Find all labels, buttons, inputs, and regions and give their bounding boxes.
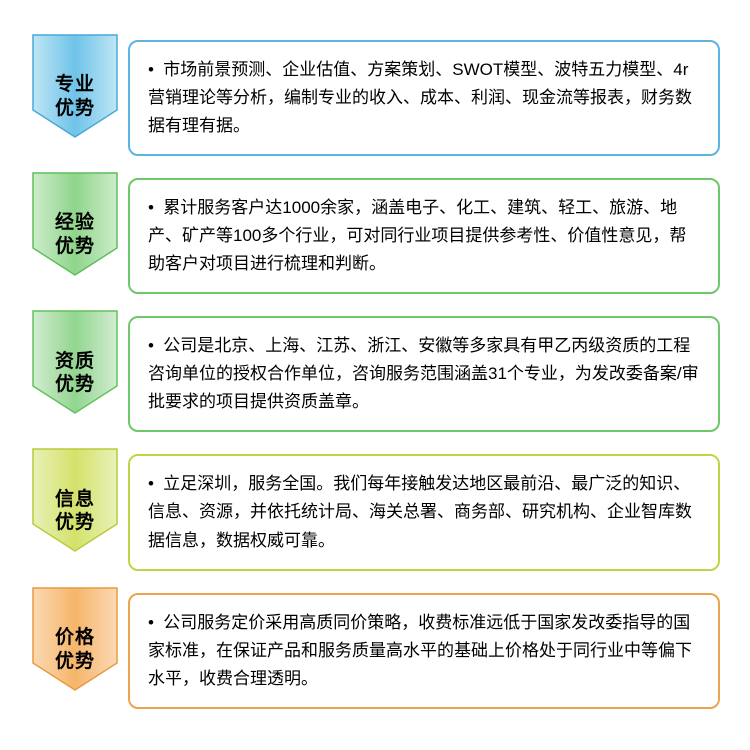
content-text: •累计服务客户达1000余家，涵盖电子、化工、建筑、轻工、旅游、地产、矿产等10… [148, 194, 702, 278]
chevron-information: 信息 优势 [30, 454, 120, 570]
chevron-experience: 经验 优势 [30, 178, 120, 294]
label-line2: 优势 [55, 98, 95, 119]
chevron-professional: 专业 优势 [30, 40, 120, 156]
advantage-row: 经验 优势 •累计服务客户达1000余家，涵盖电子、化工、建筑、轻工、旅游、地产… [30, 178, 720, 294]
label-line2: 优势 [55, 374, 95, 395]
chevron-qualification: 资质 优势 [30, 316, 120, 432]
label-line1: 经验 [55, 212, 95, 233]
chevron-label: 信息 优势 [55, 488, 95, 536]
label-line1: 信息 [55, 489, 95, 510]
advantage-list: 专业 优势 •市场前景预测、企业估值、方案策划、SWOT模型、波特五力模型、4r… [30, 40, 720, 709]
content-text: •公司服务定价采用高质同价策略，收费标准远低于国家发改委指导的国家标准，在保证产… [148, 609, 702, 693]
label-line1: 资质 [55, 351, 95, 372]
advantage-row: 价格 优势 •公司服务定价采用高质同价策略，收费标准远低于国家发改委指导的国家标… [30, 593, 720, 709]
chevron-label: 资质 优势 [55, 350, 95, 398]
label-line2: 优势 [55, 651, 95, 672]
chevron-label: 经验 优势 [55, 211, 95, 259]
content-box: •市场前景预测、企业估值、方案策划、SWOT模型、波特五力模型、4r营销理论等分… [128, 40, 720, 156]
label-line2: 优势 [55, 236, 95, 257]
label-line2: 优势 [55, 512, 95, 533]
content-text: •立足深圳，服务全国。我们每年接触发达地区最前沿、最广泛的知识、信息、资源，并依… [148, 470, 702, 554]
chevron-label: 价格 优势 [55, 626, 95, 674]
advantage-row: 专业 优势 •市场前景预测、企业估值、方案策划、SWOT模型、波特五力模型、4r… [30, 40, 720, 156]
content-text: •市场前景预测、企业估值、方案策划、SWOT模型、波特五力模型、4r营销理论等分… [148, 56, 702, 140]
label-line1: 价格 [55, 627, 95, 648]
chevron-price: 价格 优势 [30, 593, 120, 709]
advantage-row: 资质 优势 •公司是北京、上海、江苏、浙江、安徽等多家具有甲乙丙级资质的工程咨询… [30, 316, 720, 432]
content-text: •公司是北京、上海、江苏、浙江、安徽等多家具有甲乙丙级资质的工程咨询单位的授权合… [148, 332, 702, 416]
content-box: •累计服务客户达1000余家，涵盖电子、化工、建筑、轻工、旅游、地产、矿产等10… [128, 178, 720, 294]
advantage-row: 信息 优势 •立足深圳，服务全国。我们每年接触发达地区最前沿、最广泛的知识、信息… [30, 454, 720, 570]
label-line1: 专业 [55, 74, 95, 95]
content-box: •公司是北京、上海、江苏、浙江、安徽等多家具有甲乙丙级资质的工程咨询单位的授权合… [128, 316, 720, 432]
content-box: •公司服务定价采用高质同价策略，收费标准远低于国家发改委指导的国家标准，在保证产… [128, 593, 720, 709]
chevron-label: 专业 优势 [55, 73, 95, 121]
content-box: •立足深圳，服务全国。我们每年接触发达地区最前沿、最广泛的知识、信息、资源，并依… [128, 454, 720, 570]
